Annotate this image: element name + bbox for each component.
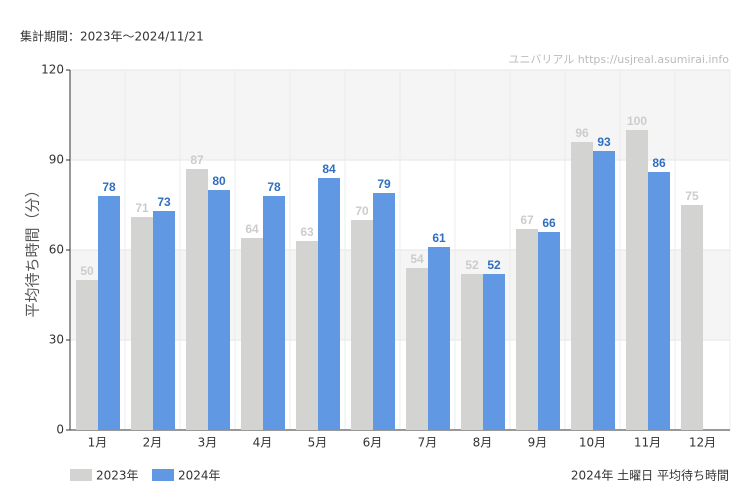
bar [153,211,175,430]
header: 集計期間：2023年〜2024/11/21 [20,29,204,44]
value-label: 61 [432,231,446,245]
bar [131,217,153,430]
value-label: 67 [520,213,534,227]
bar [76,280,98,430]
bar [241,238,263,430]
value-label: 78 [267,180,281,194]
bar [648,172,670,430]
y-axis-label: 平均待ち時間（分） [24,182,42,317]
value-label: 50 [80,264,94,278]
y-tick-label: 90 [49,153,64,167]
y-tick-label: 0 [56,423,64,437]
value-label: 80 [212,174,226,188]
value-label: 75 [685,189,699,203]
x-tick-label: 8月 [473,436,493,450]
y-tick-label: 30 [49,333,64,347]
bar [571,142,593,430]
bar [186,169,208,430]
legend-label: 2024年 [178,469,221,483]
value-label: 96 [575,126,589,140]
x-tick-label: 1月 [88,436,108,450]
bar [538,232,560,430]
value-label: 54 [410,252,424,266]
value-label: 84 [322,162,336,176]
x-tick-label: 4月 [253,436,273,450]
value-label: 86 [652,156,666,170]
bar [406,268,428,430]
value-label: 100 [627,114,647,128]
x-tick-label: 5月 [308,436,328,450]
value-label: 52 [465,258,479,272]
bar [98,196,120,430]
footnote: 2024年 土曜日 平均待ち時間 [571,469,729,483]
value-label: 78 [102,180,116,194]
bar [263,196,285,430]
bar [461,274,483,430]
value-label: 70 [355,204,369,218]
value-label: 63 [300,225,314,239]
legend-swatch [152,469,174,481]
value-label: 64 [245,222,259,236]
bar [626,130,648,430]
x-tick-label: 9月 [528,436,548,450]
x-tick-label: 2月 [143,436,163,450]
x-tick-label: 6月 [363,436,383,450]
y-tick-label: 120 [41,63,64,77]
watermark: ユニバリアル https://usjreal.asumirai.info [508,53,729,66]
value-label: 93 [597,135,611,149]
x-tick-label: 12月 [689,436,716,450]
y-tick-label: 60 [49,243,64,257]
bar [483,274,505,430]
bar [296,241,318,430]
legend-swatch [70,469,92,481]
bar [681,205,703,430]
value-label: 71 [135,201,149,215]
bar [351,220,373,430]
value-label: 87 [190,153,204,167]
x-tick-label: 3月 [198,436,218,450]
bar [593,151,615,430]
bar [318,178,340,430]
bar [428,247,450,430]
value-label: 73 [157,195,171,209]
bar [373,193,395,430]
bar [516,229,538,430]
legend-label: 2023年 [96,469,139,483]
x-tick-label: 7月 [418,436,438,450]
value-label: 66 [542,216,556,230]
x-tick-label: 11月 [634,436,661,450]
value-label: 52 [487,258,501,272]
x-tick-label: 10月 [579,436,606,450]
value-label: 79 [377,177,391,191]
bar [208,190,230,430]
